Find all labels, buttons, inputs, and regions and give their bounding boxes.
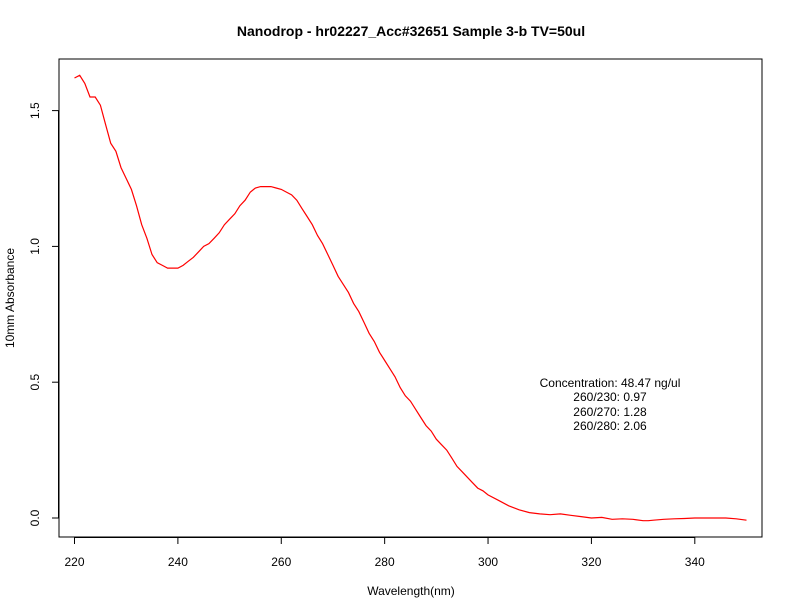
x-tick-label: 320 bbox=[581, 555, 601, 569]
x-axis: 220 240 260 280 300 320 340 bbox=[64, 537, 705, 569]
y-axis-label: 10mm Absorbance bbox=[3, 248, 17, 348]
plot-frame bbox=[58, 58, 763, 538]
y-axis: 0.0 0.5 1.0 1.5 bbox=[28, 102, 59, 526]
x-tick-label: 300 bbox=[478, 555, 498, 569]
x-axis-label: Wavelength(nm) bbox=[367, 584, 455, 598]
x-tick-label: 240 bbox=[168, 555, 188, 569]
concentration-text: Concentration: 48.47 ng/ul bbox=[540, 376, 681, 390]
x-tick-label: 280 bbox=[375, 555, 395, 569]
ratio-260-280-text: 260/280: 2.06 bbox=[573, 419, 647, 433]
y-tick-label: 1.5 bbox=[28, 102, 42, 119]
concentration-annotation: Concentration: 48.47 ng/ul 260/230: 0.97… bbox=[540, 376, 681, 433]
y-tick-label: 0.5 bbox=[28, 374, 42, 391]
absorbance-series-line bbox=[74, 74, 747, 522]
y-tick-label: 1.0 bbox=[28, 238, 42, 255]
y-tick-label: 0.0 bbox=[28, 509, 42, 526]
ratio-260-230-text: 260/230: 0.97 bbox=[573, 390, 647, 404]
chart-title: Nanodrop - hr02227_Acc#32651 Sample 3-b … bbox=[237, 23, 585, 39]
x-tick-label: 340 bbox=[685, 555, 705, 569]
x-tick-label: 260 bbox=[271, 555, 291, 569]
x-tick-label: 220 bbox=[64, 555, 84, 569]
ratio-260-270-text: 260/270: 1.28 bbox=[573, 405, 647, 419]
